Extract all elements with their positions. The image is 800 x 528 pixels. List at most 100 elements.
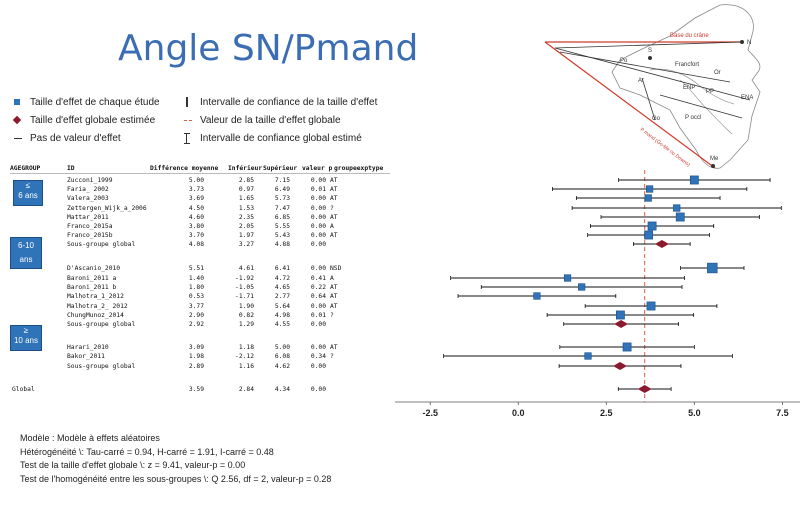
row-diff: 3.77: [188, 303, 204, 310]
dashed-line-icon: [184, 120, 192, 121]
row-upper: 4.72: [274, 275, 290, 282]
legend-label: Intervalle de confiance global estimé: [200, 133, 362, 144]
row-type: A: [330, 223, 334, 230]
diagram-label: S: [648, 48, 652, 54]
diagram-label: Po: [620, 58, 628, 64]
x-tick-label: -2.5: [422, 408, 438, 418]
header-id: ID: [67, 165, 75, 172]
row-lower: 1.90: [238, 303, 254, 310]
row-lower: -2.12: [235, 353, 254, 360]
study-effect-marker: [563, 274, 572, 282]
stats-line: Test de l'homogénéité entre les sous-gro…: [20, 473, 332, 484]
subgroup-effect-diamond: [614, 320, 629, 328]
row-upper: 4.34: [274, 386, 290, 393]
row-pvalue: 0.64: [310, 293, 326, 300]
diagram-label: N: [747, 40, 751, 46]
row-diff: 3.09: [188, 344, 204, 351]
study-effect-marker: [533, 292, 541, 300]
header-lower: Inférieur: [228, 165, 263, 172]
row-pvalue: 0.00: [310, 177, 326, 184]
row-upper: 4.55: [274, 321, 290, 328]
row-upper: 2.77: [274, 293, 290, 300]
row-id: Harari_2010: [67, 344, 109, 351]
row-id: Bakor_2011: [67, 353, 105, 360]
study-effect-marker: [675, 212, 685, 222]
page-title: Angle SN/Pmand: [118, 28, 419, 69]
row-type: ?: [330, 312, 334, 319]
study-effect-marker: [689, 175, 699, 185]
row-pvalue: 0.01: [310, 186, 326, 193]
diagram-label: ENP: [683, 85, 695, 91]
row-pvalue: 0.00: [310, 195, 326, 202]
x-tick-label: 7.5: [776, 408, 789, 418]
row-id: Sous-groupe global: [67, 363, 136, 370]
row-pvalue: 0.00: [310, 265, 326, 272]
row-diff: 2.89: [188, 363, 204, 370]
row-diff: 3.70: [188, 232, 204, 239]
row-diff: 2.92: [188, 321, 204, 328]
row-id: Valera_2003: [67, 195, 109, 202]
row-id: Sous-groupe global: [67, 241, 136, 248]
row-lower: -1.71: [235, 293, 254, 300]
row-lower: 1.29: [238, 321, 254, 328]
row-diff: 2.90: [188, 312, 204, 319]
row-diff: 1.98: [188, 353, 204, 360]
row-pvalue: 0.00: [310, 303, 326, 310]
row-id: Zucconi_1999: [67, 177, 113, 184]
study-effect-marker: [615, 310, 625, 320]
row-upper: 5.73: [274, 195, 290, 202]
row-type: AT: [330, 177, 338, 184]
stats-line: Test de la taille d'effet globale \: z =…: [20, 460, 246, 470]
row-lower: 1.16: [238, 363, 254, 370]
line-icon: [14, 138, 22, 139]
stats-line: Hétérogénéité \: Tau-carré = 0.94, H-car…: [20, 446, 274, 457]
header-divider: [10, 173, 390, 174]
row-id: Zettergen_Wijk_a_2006: [67, 205, 147, 212]
header-diff: Différence moyenne: [150, 165, 219, 172]
row-diff: 4.60: [188, 214, 204, 221]
diagram-label: Or: [714, 70, 721, 76]
header-pvalue: valeur p: [302, 165, 333, 172]
diagram-label: PP: [706, 89, 714, 95]
diagram-label: Francfort: [675, 62, 699, 68]
square-icon: [14, 99, 20, 105]
row-type: AT: [330, 232, 338, 239]
row-lower: 0.82: [238, 312, 254, 319]
row-upper: 5.00: [274, 344, 290, 351]
legend-label: Intervalle de confiance de la taille d'e…: [200, 97, 378, 108]
row-upper: 4.65: [274, 284, 290, 291]
row-pvalue: 0.22: [310, 284, 326, 291]
study-effect-marker: [673, 204, 681, 212]
row-id: ChungMunoz_2014: [67, 312, 124, 319]
row-pvalue: 0.00: [310, 321, 326, 328]
row-id: Global: [12, 386, 35, 393]
study-effect-marker: [707, 262, 718, 274]
row-upper: 6.41: [274, 265, 290, 272]
row-pvalue: 0.01: [310, 312, 326, 319]
diagram-label: Go: [652, 116, 661, 122]
row-diff: 4.50: [188, 205, 204, 212]
row-upper: 7.15: [274, 177, 290, 184]
legend-label: Taille d'effet globale estimée: [30, 115, 156, 126]
row-lower: 1.65: [238, 195, 254, 202]
row-type: AT: [330, 214, 338, 221]
row-pvalue: 0.41: [310, 275, 326, 282]
study-effect-marker: [584, 352, 592, 360]
legend-label: Taille d'effet de chaque étude: [30, 97, 160, 108]
stats-line: Modèle : Modèle à effets aléatoires: [20, 433, 160, 443]
header-agegroup: AGEGROUP: [10, 165, 41, 172]
row-upper: 5.43: [274, 232, 290, 239]
row-upper: 5.55: [274, 223, 290, 230]
diagram-label: P occl: [685, 115, 701, 121]
row-diff: 3.73: [188, 186, 204, 193]
row-lower: 3.27: [238, 241, 254, 248]
ci-icon: [184, 133, 190, 144]
study-effect-marker: [647, 221, 657, 231]
study-effect-marker: [644, 194, 652, 202]
row-id: Franco_2015b: [67, 232, 113, 239]
row-pvalue: 0.34: [310, 353, 326, 360]
row-diff: 3.59: [188, 386, 204, 393]
row-lower: 0.97: [238, 186, 254, 193]
study-effect-marker: [646, 185, 654, 193]
